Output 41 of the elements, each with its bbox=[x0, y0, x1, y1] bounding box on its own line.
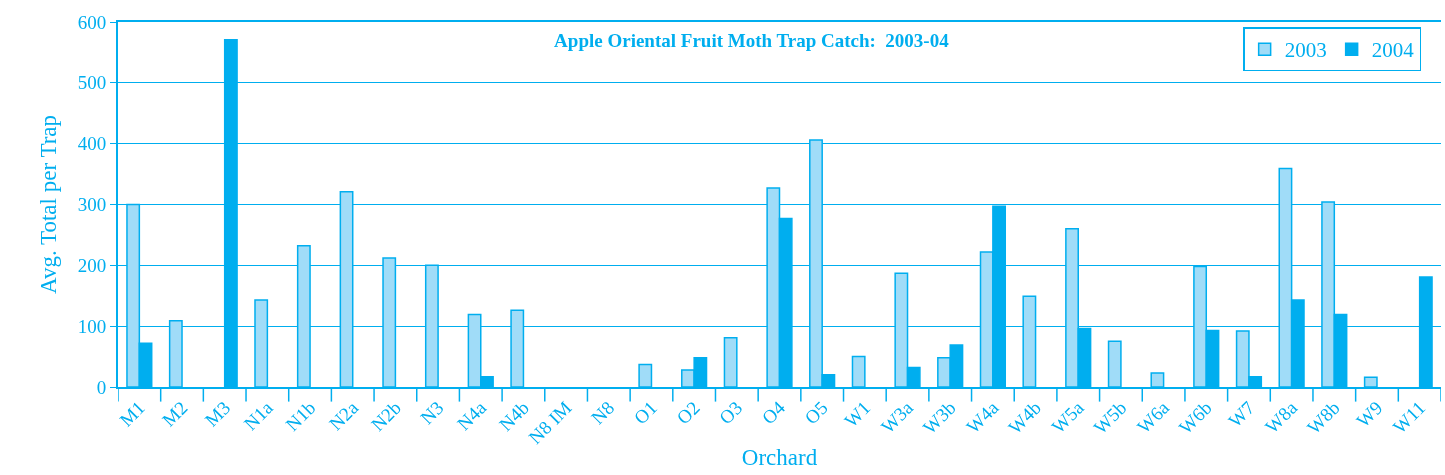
x-tick-label: W7 bbox=[1224, 397, 1259, 432]
x-tick-label: N1a bbox=[239, 396, 278, 435]
y-tick-label: 400 bbox=[77, 133, 107, 155]
x-tick-label: N8 bbox=[587, 397, 619, 429]
x-tick-label: O3 bbox=[715, 397, 747, 429]
x-tick-label: W11 bbox=[1388, 397, 1430, 438]
x-tick-label: W5b bbox=[1089, 397, 1131, 438]
x-tick-label: W8b bbox=[1302, 397, 1344, 438]
x-tick-label: W8a bbox=[1260, 396, 1302, 438]
x-tick-label: M2 bbox=[158, 397, 192, 431]
x-tick-label: N1b bbox=[281, 397, 320, 435]
x-tick-label: O1 bbox=[629, 397, 662, 429]
x-tick-label: W4b bbox=[1004, 397, 1046, 438]
x-tick-label: O2 bbox=[672, 397, 704, 429]
y-tick-label: 0 bbox=[96, 376, 107, 398]
y-tick-label: 200 bbox=[77, 254, 107, 276]
x-tick-label: W6a bbox=[1132, 396, 1174, 438]
x-tick-label: N4a bbox=[453, 396, 491, 435]
x-tick-label: N2a bbox=[325, 396, 363, 435]
y-tick-label: 600 bbox=[77, 11, 107, 33]
x-axis-title: Orchard bbox=[741, 445, 818, 471]
legend-label: 2004 bbox=[1371, 38, 1415, 63]
x-tick-label: W4a bbox=[962, 396, 1003, 438]
x-tick-label: O5 bbox=[800, 397, 832, 429]
y-tick-label: 300 bbox=[77, 194, 107, 216]
x-tick-label: N2b bbox=[366, 397, 405, 435]
x-tick-label: M1 bbox=[115, 397, 149, 431]
x-tick-label: W5a bbox=[1047, 396, 1089, 438]
y-tick-label: 100 bbox=[77, 315, 107, 337]
x-tick-label: W6b bbox=[1174, 397, 1216, 438]
x-tick-label: M3 bbox=[200, 397, 235, 431]
x-tick-label: O4 bbox=[757, 396, 790, 429]
y-axis-title: Avg. Total per Trap bbox=[35, 115, 61, 294]
legend-label: 2003 bbox=[1284, 38, 1327, 63]
chart-title: Apple Oriental Fruit Moth Trap Catch: 2003-04 bbox=[554, 29, 950, 51]
x-tick-label: W1 bbox=[840, 397, 875, 432]
x-tick-label: W3a bbox=[876, 396, 918, 438]
x-tick-label: N3 bbox=[416, 397, 448, 429]
x-tick-label: W9 bbox=[1352, 397, 1387, 432]
y-tick-label: 500 bbox=[77, 72, 107, 94]
x-tick-label: W3b bbox=[918, 397, 960, 438]
